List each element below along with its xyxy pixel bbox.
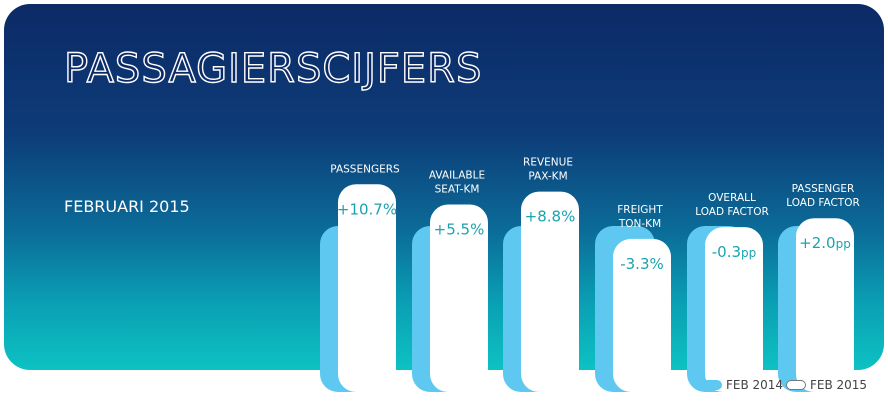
legend-feb2015: FEB 2015 — [786, 378, 867, 392]
legend-label-feb2015: FEB 2015 — [810, 378, 868, 392]
bar-value-label: +8.8% — [525, 208, 576, 226]
category-label: AVAILABLE SEAT-KM — [429, 170, 485, 196]
bar-value-label: -0.3pp — [712, 243, 757, 261]
legend-feb2014: FEB 2014 — [702, 378, 783, 392]
bar-feb2015 — [521, 191, 579, 392]
bar-value-label: -3.3% — [620, 255, 664, 273]
chart-title: PASSAGIERSCIJFERS — [63, 45, 483, 92]
bar-feb2015 — [338, 184, 396, 392]
legend-label-feb2014: FEB 2014 — [726, 378, 784, 392]
category-label: PASSENGER LOAD FACTOR — [786, 183, 860, 209]
bar-value-label: +2.0pp — [799, 234, 851, 252]
bar-value-label: +10.7% — [337, 200, 397, 218]
category-label: REVENUE PAX-KM — [523, 157, 573, 183]
bar-feb2015 — [430, 204, 488, 392]
bar-feb2015 — [705, 227, 763, 392]
category-label: PASSENGERS — [330, 163, 400, 175]
chart-period: FEBRUARI 2015 — [64, 197, 190, 216]
category-label: FREIGHT TON-KM — [617, 204, 663, 230]
bar-value-label: +5.5% — [434, 221, 485, 239]
category-label: OVERALL LOAD FACTOR — [695, 192, 769, 218]
bar-feb2015 — [796, 218, 854, 392]
legend-swatch-feb2015 — [786, 380, 806, 390]
bar-feb2015 — [613, 238, 671, 392]
legend-swatch-feb2014 — [702, 380, 722, 390]
